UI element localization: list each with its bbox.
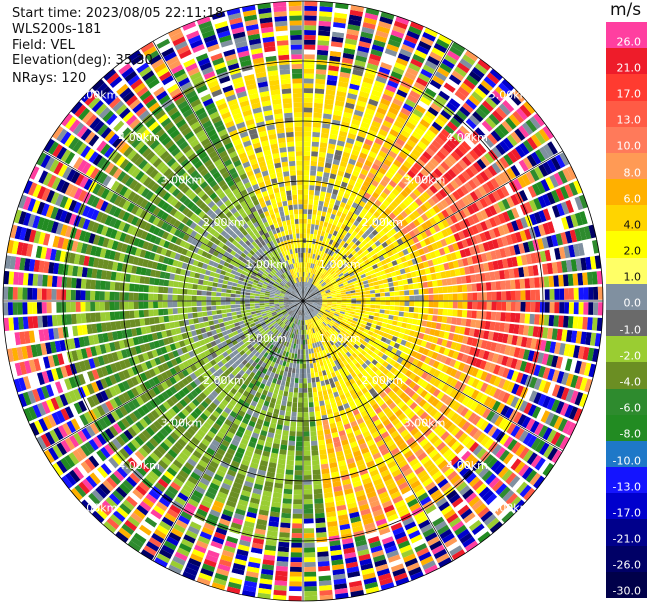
colorbar-segment: [606, 257, 647, 285]
colorbar-label: 17.0: [616, 87, 642, 101]
colorbar-unit: m/s: [610, 0, 642, 20]
colorbar-label: -26.0: [612, 558, 641, 572]
range-ring-label: 3.00km: [161, 173, 203, 186]
azimuth-spoke: [43, 300, 304, 452]
colorbar: 26.0 21.0 17.0 13.0 10.0 8.0 6.0 4.0 2.0 1.0 0.0 -1…: [606, 22, 647, 599]
colorbar-label: 4.0: [623, 218, 642, 232]
range-ring-label: 4.00km: [446, 459, 488, 472]
colorbar-label: 6.0: [623, 192, 642, 206]
range-ring-label: 5.00km: [489, 89, 531, 102]
colorbar-label: 0.0: [623, 296, 642, 310]
elevation-label: Elevation(deg): 35.30: [12, 53, 153, 68]
azimuth-spoke: [302, 150, 563, 302]
colorbar-segment: [606, 336, 647, 363]
range-ring-label: 1.00km: [319, 258, 361, 271]
colorbar-segment: [606, 100, 647, 128]
range-ring-label: 1.00km: [319, 332, 361, 345]
colorbar-segment: [606, 519, 647, 547]
range-ring-label: 2.00km: [361, 374, 403, 387]
range-ring-label: 4.00km: [118, 131, 160, 144]
colorbar-label: -30.0: [612, 584, 641, 598]
colorbar-segment: [606, 283, 647, 311]
colorbar-label: -17.0: [612, 506, 641, 520]
colorbar-segment: [606, 231, 647, 259]
colorbar-segment: [606, 414, 647, 442]
ppi-gates: [3, 1, 603, 601]
colorbar-label: -1.0: [619, 323, 641, 337]
range-ring-label: 1.00km: [245, 332, 287, 345]
colorbar-label: 2.0: [623, 244, 642, 258]
colorbar-segment: [606, 362, 647, 390]
colorbar-label: -13.0: [612, 480, 641, 494]
colorbar-segment: [606, 152, 647, 180]
colorbar-segment: [606, 545, 647, 573]
colorbar-segment: [606, 48, 647, 75]
colorbar-segment: [606, 440, 647, 468]
colorbar-label: 21.0: [616, 61, 642, 75]
colorbar-label: -4.0: [619, 375, 641, 389]
range-ring-label: 2.00km: [203, 374, 245, 387]
range-ring-label: 3.00km: [404, 417, 446, 430]
instrument-label: WLS200s-181: [12, 22, 102, 37]
azimuth-spoke: [43, 150, 304, 302]
colorbar-segment: [606, 205, 647, 232]
colorbar-label: 1.0: [623, 270, 642, 284]
range-ring-label: 5.00km: [76, 502, 118, 515]
colorbar-segment: [606, 310, 647, 337]
azimuth-spoke: [302, 41, 454, 302]
colorbar-segment: [606, 493, 647, 520]
azimuth-spoke: [302, 300, 454, 561]
azimuth-spoke: [302, 300, 563, 452]
range-ring-label: 1.00km: [245, 258, 287, 271]
colorbar-label: -2.0: [619, 349, 641, 363]
colorbar-label: -21.0: [612, 532, 641, 546]
range-ring-label: 2.00km: [203, 216, 245, 229]
range-rings: 1.00km 2.00km 3.00km 4.00km 5.00km 1.00km 2.00…: [2, 0, 604, 602]
range-ring-label: 3.00km: [161, 417, 203, 430]
azimuth-spoke: [152, 41, 304, 302]
colorbar-segment: [606, 22, 647, 49]
colorbar-segment: [606, 388, 647, 416]
azimuth-spoke: [152, 300, 304, 561]
colorbar-label: 8.0: [623, 166, 642, 180]
colorbar-segment: [606, 179, 647, 206]
ppi-plot: 1.00km 2.00km 3.00km 4.00km 5.00km 1.00km 2.00…: [2, 0, 604, 602]
colorbar-segment: [606, 571, 647, 599]
colorbar-label: 10.0: [616, 139, 642, 153]
range-ring-label: 3.00km: [404, 173, 446, 186]
colorbar-segment: [606, 74, 647, 102]
colorbar-segment: [606, 126, 647, 154]
colorbar-label: 13.0: [616, 113, 642, 127]
colorbar-label: -8.0: [619, 427, 641, 441]
nrays-label: NRays: 120: [12, 71, 87, 86]
colorbar-segment: [606, 467, 647, 494]
colorbar-label: -10.0: [612, 454, 641, 468]
range-ring-label: 5.00km: [76, 89, 118, 102]
start-time-label: Start time: 2023/08/05 22:11:18: [12, 6, 224, 21]
colorbar-label: -6.0: [619, 401, 641, 415]
field-label: Field: VEL: [12, 38, 75, 53]
range-ring-label: 4.00km: [118, 459, 160, 472]
range-ring-label: 4.00km: [446, 131, 488, 144]
range-ring-label: 2.00km: [361, 216, 403, 229]
colorbar-label: 26.0: [616, 35, 642, 49]
range-ring-label: 5.00km: [489, 502, 531, 515]
